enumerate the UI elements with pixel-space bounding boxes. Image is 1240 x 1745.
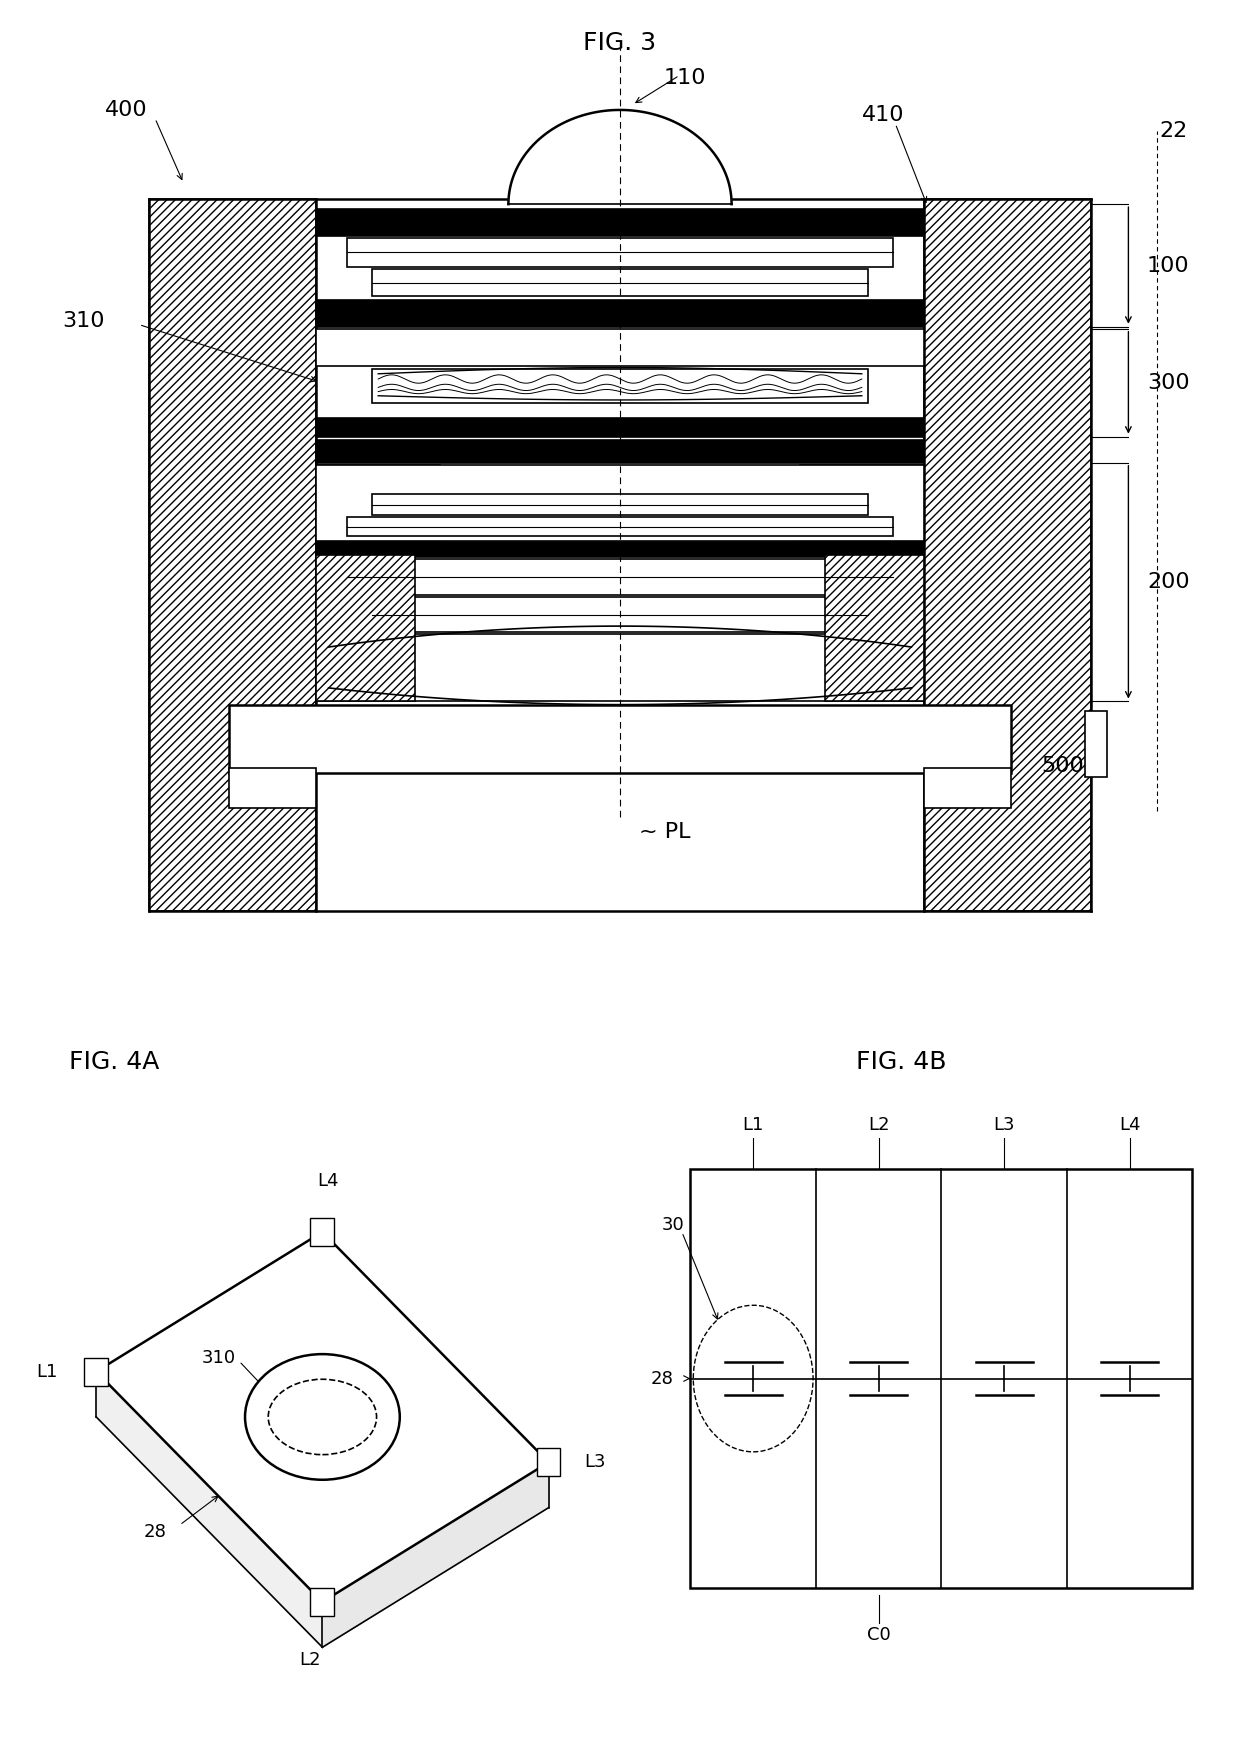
Text: FIG. 4B: FIG. 4B — [857, 1050, 946, 1075]
Text: 410: 410 — [862, 105, 904, 126]
Bar — [84, 1358, 108, 1386]
Bar — [316, 328, 924, 366]
Text: 300: 300 — [1147, 373, 1189, 393]
Text: L3: L3 — [993, 1117, 1014, 1134]
Bar — [1085, 710, 1107, 777]
Bar — [924, 199, 1091, 911]
Bar — [800, 464, 924, 541]
Bar — [316, 464, 440, 541]
Bar — [229, 705, 1011, 773]
Text: FIG. 4A: FIG. 4A — [69, 1050, 159, 1075]
Bar — [372, 269, 868, 297]
Bar — [316, 209, 924, 236]
Bar — [372, 597, 868, 632]
Bar — [347, 237, 893, 267]
Ellipse shape — [246, 1354, 399, 1480]
Polygon shape — [97, 1232, 548, 1602]
Text: 28: 28 — [651, 1370, 673, 1387]
Bar — [316, 555, 415, 701]
Text: L1: L1 — [743, 1117, 764, 1134]
Text: C0: C0 — [867, 1626, 890, 1644]
Text: 500: 500 — [1042, 756, 1084, 777]
Text: L2: L2 — [868, 1117, 889, 1134]
Bar — [825, 555, 924, 701]
Polygon shape — [322, 1462, 548, 1647]
Bar — [372, 494, 868, 515]
Text: 110: 110 — [663, 68, 706, 87]
Text: FIG. 3: FIG. 3 — [584, 31, 656, 56]
Text: 100: 100 — [1147, 257, 1189, 276]
Bar — [316, 464, 924, 541]
Text: 28: 28 — [144, 1523, 166, 1541]
Polygon shape — [97, 1372, 322, 1647]
Text: 310: 310 — [202, 1349, 236, 1366]
Text: 30: 30 — [662, 1216, 684, 1234]
Bar — [310, 1218, 335, 1246]
Bar — [229, 768, 316, 808]
Bar — [691, 1169, 1193, 1588]
Bar — [347, 517, 893, 536]
Bar — [316, 300, 924, 326]
Text: L4: L4 — [317, 1173, 339, 1190]
Bar — [372, 368, 868, 403]
Bar — [924, 768, 1011, 808]
Text: 200: 200 — [1147, 572, 1189, 592]
Text: 400: 400 — [105, 99, 148, 120]
Text: L4: L4 — [1118, 1117, 1141, 1134]
Bar — [316, 440, 924, 462]
Text: L3: L3 — [584, 1454, 606, 1471]
Text: L1: L1 — [36, 1363, 57, 1380]
Bar — [316, 543, 924, 557]
Bar — [347, 558, 893, 595]
Text: 22: 22 — [1159, 120, 1188, 141]
Bar — [149, 199, 316, 911]
Text: ~ PL: ~ PL — [639, 822, 691, 841]
Bar — [316, 417, 924, 436]
Text: 310: 310 — [62, 311, 104, 332]
Ellipse shape — [268, 1379, 377, 1455]
Polygon shape — [508, 110, 732, 204]
Bar — [537, 1448, 560, 1476]
Bar — [310, 1588, 335, 1616]
Text: L2: L2 — [300, 1651, 321, 1668]
Bar — [316, 635, 924, 701]
